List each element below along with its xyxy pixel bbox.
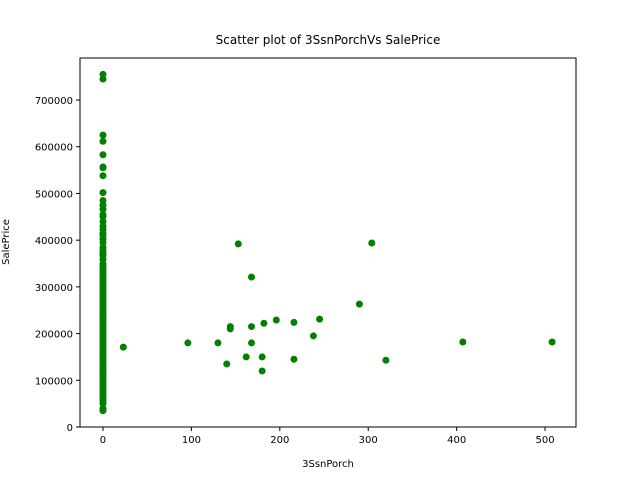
plot-frame: [79, 57, 577, 428]
point: [99, 407, 107, 415]
point: [99, 189, 107, 197]
point: [258, 367, 266, 375]
y-tick-label: 300000: [35, 283, 73, 294]
y-tick-label: 0: [67, 423, 73, 434]
x-axis-label: 3SsnPorch: [302, 459, 354, 470]
point: [290, 355, 298, 363]
point: [119, 343, 127, 351]
point: [459, 338, 467, 346]
point: [223, 360, 231, 368]
y-tick-label: 600000: [35, 143, 73, 154]
point: [368, 239, 376, 247]
x-tick-label: 300: [359, 435, 378, 446]
x-tick-label: 500: [536, 435, 555, 446]
point: [242, 353, 250, 361]
point: [226, 323, 234, 331]
point: [248, 339, 256, 347]
x-tick-label: 400: [447, 435, 466, 446]
x-tick-label: 100: [182, 435, 201, 446]
x-tick-label: 0: [100, 435, 106, 446]
point: [214, 339, 222, 347]
point: [248, 273, 256, 281]
point: [99, 205, 107, 213]
y-tick-label: 100000: [35, 376, 73, 387]
point: [260, 319, 268, 327]
point: [258, 353, 266, 361]
y-axis-label: SalePrice: [1, 219, 12, 265]
point: [548, 338, 556, 346]
point: [99, 172, 107, 180]
point: [355, 300, 363, 308]
point: [382, 356, 390, 364]
point: [309, 332, 317, 340]
point: [99, 75, 107, 83]
point: [234, 240, 242, 248]
y-tick-label: 200000: [35, 330, 73, 341]
point: [99, 137, 107, 145]
point: [290, 318, 298, 326]
y-tick-label: 500000: [35, 189, 73, 200]
x-tick-label: 200: [270, 435, 289, 446]
point: [99, 131, 107, 139]
y-tick-label: 700000: [35, 96, 73, 107]
chart-title: Scatter plot of 3SsnPorchVs SalePrice: [216, 33, 441, 47]
point: [272, 316, 280, 324]
y-tick-label: 400000: [35, 236, 73, 247]
point: [316, 315, 324, 323]
point: [99, 151, 107, 159]
point: [184, 339, 192, 347]
point: [99, 164, 107, 172]
point: [248, 323, 256, 331]
